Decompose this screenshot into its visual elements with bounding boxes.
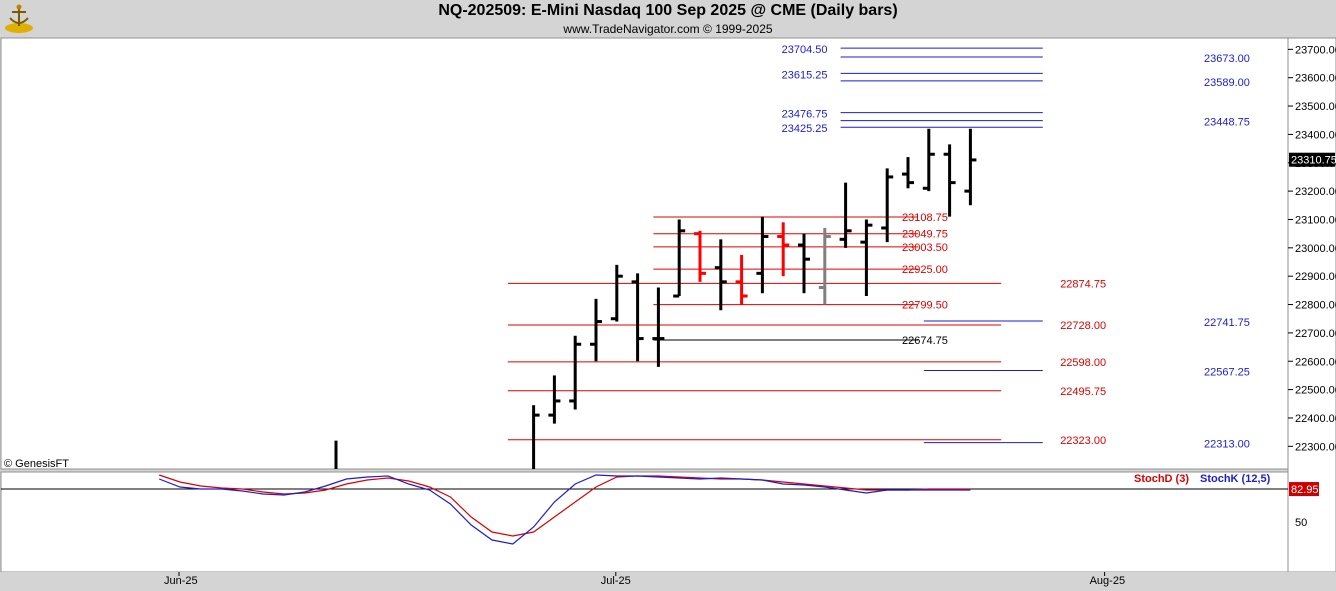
level-label: 22925.00 bbox=[902, 264, 948, 276]
ohlc-bar bbox=[735, 254, 748, 305]
y-tick-label: 23000.00 bbox=[1295, 243, 1336, 255]
ohlc-bar bbox=[569, 335, 582, 410]
oscillator-panel bbox=[0, 471, 1289, 573]
ohlc-bar bbox=[610, 264, 623, 322]
y-tick-label: 22500.00 bbox=[1295, 385, 1336, 397]
oscillator-series-line bbox=[158, 474, 971, 545]
ohlc-bar bbox=[902, 157, 914, 189]
level-label: 23108.75 bbox=[902, 212, 948, 224]
level-label: 22874.75 bbox=[1060, 278, 1106, 290]
copyright-label: © GenesisFT bbox=[4, 458, 69, 470]
ohlc-bar bbox=[839, 182, 852, 248]
price-panel bbox=[0, 37, 1289, 470]
legend-stochd: StochD (3) bbox=[1134, 473, 1189, 485]
y-tick-label: 23200.00 bbox=[1295, 186, 1336, 198]
level-label: 22313.00 bbox=[1204, 439, 1250, 451]
level-label: 23425.25 bbox=[782, 123, 828, 135]
oscillator-last-value-box bbox=[1289, 482, 1319, 497]
ohlc-bar bbox=[590, 298, 602, 362]
ohlc-bar bbox=[756, 216, 769, 294]
y-tick-label: 22700.00 bbox=[1295, 328, 1336, 340]
level-label: 23673.00 bbox=[1204, 53, 1250, 65]
x-tick-label: Jun-25 bbox=[164, 575, 198, 587]
ohlc-bar bbox=[943, 144, 956, 217]
ohlc-bar bbox=[652, 287, 665, 367]
ohlc-bar bbox=[964, 128, 977, 206]
level-label: 23476.75 bbox=[782, 109, 828, 121]
level-label: 22495.75 bbox=[1060, 386, 1106, 398]
ohlc-bar bbox=[673, 219, 686, 298]
level-label: 23448.75 bbox=[1204, 117, 1250, 129]
y-tick-label: 23600.00 bbox=[1295, 73, 1336, 85]
level-label: 22741.75 bbox=[1204, 317, 1250, 329]
legend-stochk: StochK (12,5) bbox=[1200, 473, 1271, 485]
ohlc-bar bbox=[860, 219, 873, 297]
y-tick-label: 22900.00 bbox=[1295, 271, 1336, 283]
level-label: 22728.00 bbox=[1060, 320, 1106, 332]
ohlc-bar bbox=[532, 405, 540, 469]
level-label: 22567.25 bbox=[1204, 367, 1250, 379]
y-tick-label: 23100.00 bbox=[1295, 214, 1336, 226]
y-tick-label: 22800.00 bbox=[1295, 300, 1336, 312]
level-label: 23615.25 bbox=[782, 69, 828, 81]
oscillator-last-value-label: 82.95 bbox=[1291, 484, 1319, 496]
ohlc-bar bbox=[881, 168, 894, 243]
level-label: 22598.00 bbox=[1060, 357, 1106, 369]
ohlc-bar bbox=[818, 227, 831, 305]
x-tick-label: Jul-25 bbox=[601, 575, 631, 587]
last-price-box bbox=[1289, 152, 1335, 167]
chart-title: NQ-202509: E-Mini Nasdaq 100 Sep 2025 @ … bbox=[438, 2, 898, 19]
ohlc-bar bbox=[548, 375, 561, 424]
level-label: 23003.50 bbox=[902, 242, 948, 254]
ohlc-bar bbox=[631, 273, 644, 362]
x-tick-label: Aug-25 bbox=[1090, 575, 1125, 587]
level-label: 23704.50 bbox=[782, 44, 828, 56]
y-tick-label: 22300.00 bbox=[1295, 441, 1336, 453]
ohlc-bar bbox=[694, 230, 706, 282]
x-axis-panel bbox=[0, 572, 1336, 591]
y-tick-label: 22400.00 bbox=[1295, 413, 1336, 425]
ohlc-bar bbox=[798, 233, 810, 294]
chart-header: NQ-202509: E-Mini Nasdaq 100 Sep 2025 @ … bbox=[0, 0, 1336, 38]
ohlc-bar bbox=[777, 222, 790, 277]
level-label: 22323.00 bbox=[1060, 435, 1106, 447]
level-label: 23049.75 bbox=[902, 229, 948, 241]
ohlc-bar bbox=[714, 239, 727, 311]
oscillator-y-tick-label: 50 bbox=[1295, 517, 1307, 529]
y-tick-label: 23400.00 bbox=[1295, 129, 1336, 141]
ohlc-bar bbox=[922, 128, 935, 192]
level-label: 22799.50 bbox=[902, 300, 948, 312]
level-label: 22674.75 bbox=[902, 335, 948, 347]
last-price-label: 23310.75 bbox=[1291, 155, 1336, 167]
chart-subtitle: www.TradeNavigator.com © 1999-2025 bbox=[563, 22, 773, 36]
y-tick-label: 23500.00 bbox=[1295, 101, 1336, 113]
y-tick-label: 22600.00 bbox=[1295, 356, 1336, 368]
level-label: 23589.00 bbox=[1204, 77, 1250, 89]
trade-navigator-logo-icon[interactable] bbox=[2, 2, 36, 36]
y-tick-label: 23700.00 bbox=[1295, 44, 1336, 56]
